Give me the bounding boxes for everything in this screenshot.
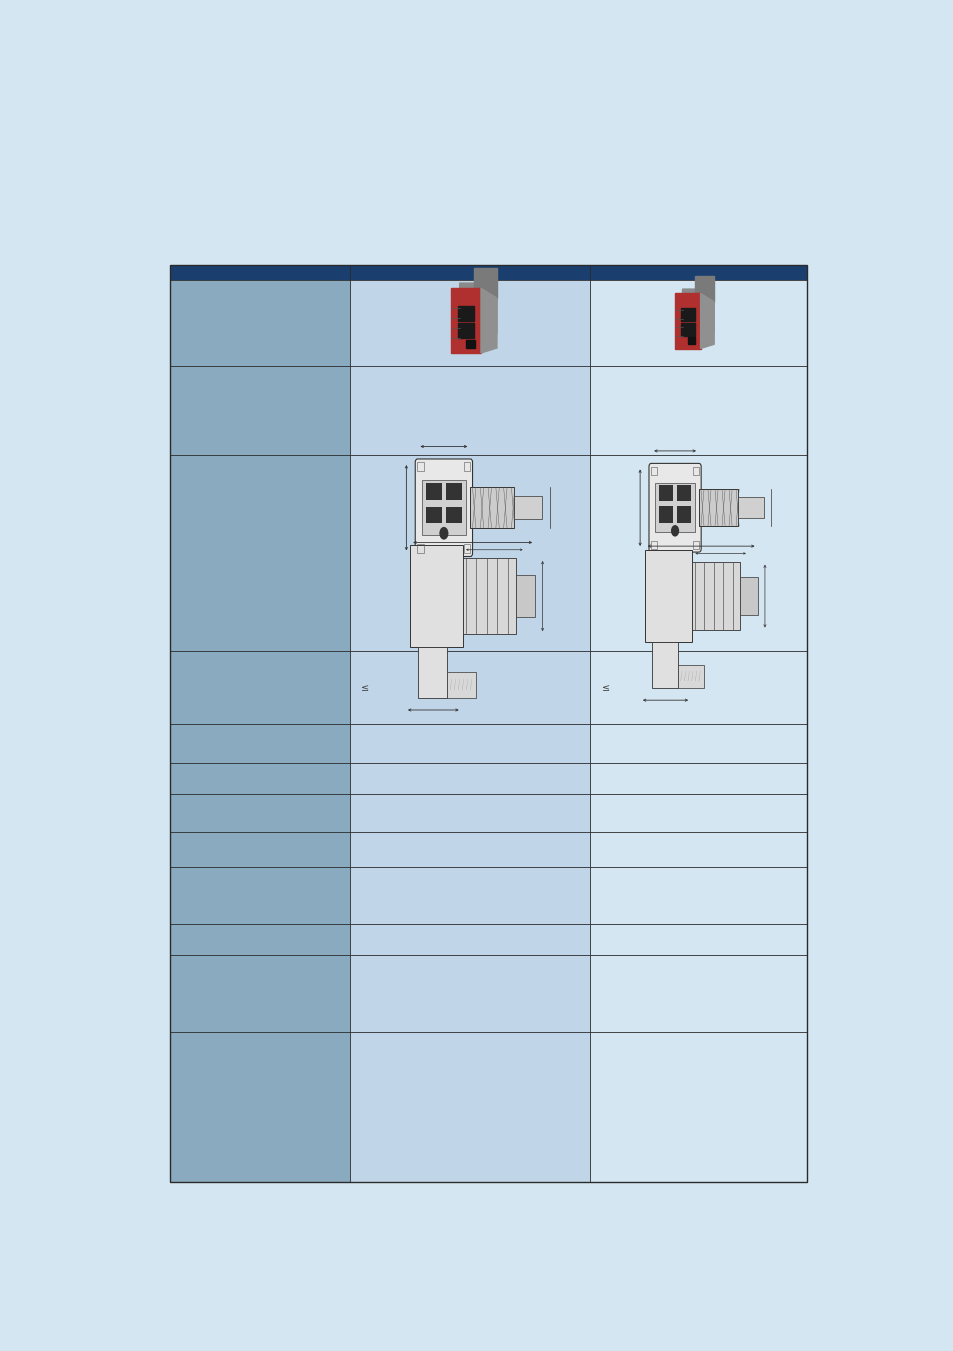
Bar [350,366,590,455]
Bar [651,642,678,688]
Bar [677,507,690,523]
Bar [350,724,590,763]
Polygon shape [694,277,714,301]
Bar [590,924,806,955]
Bar [590,280,806,366]
Bar [590,793,806,832]
Bar [171,1032,350,1182]
Bar [171,763,350,793]
Bar [350,1032,590,1182]
Bar [171,832,350,867]
Bar [350,793,590,832]
Bar [651,540,657,549]
Bar [692,562,740,631]
Bar [171,867,350,924]
Polygon shape [466,340,474,349]
Bar [171,455,350,651]
Bar [659,485,673,501]
Bar [740,577,757,615]
Bar [590,867,806,924]
Circle shape [670,526,679,536]
Bar [655,484,695,532]
Bar [426,507,441,523]
Bar [462,558,516,634]
Polygon shape [461,289,493,345]
Bar [699,489,738,527]
Bar [447,673,476,697]
Bar [350,867,590,924]
Polygon shape [680,308,694,322]
Polygon shape [700,293,714,349]
Bar [171,924,350,955]
Bar [693,540,699,549]
Bar [410,546,462,647]
Bar [350,924,590,955]
Polygon shape [681,289,714,345]
Bar [590,651,806,724]
Bar [678,665,703,688]
Bar [421,481,466,535]
Bar [171,724,350,763]
Bar [171,651,350,724]
Bar [463,544,470,554]
FancyBboxPatch shape [648,463,700,553]
Bar [350,832,590,867]
Bar [644,550,692,642]
Bar [171,366,350,455]
Bar [426,484,441,500]
Bar [171,265,806,1182]
Bar [590,763,806,793]
Bar [516,576,535,617]
Bar [171,793,350,832]
Polygon shape [480,288,497,353]
Bar [693,466,699,474]
Bar [350,763,590,793]
Text: ≤: ≤ [361,682,369,693]
Bar [590,366,806,455]
Circle shape [439,527,448,539]
Polygon shape [457,305,474,320]
Bar [446,507,461,523]
Polygon shape [675,293,700,349]
Bar [677,485,690,501]
Bar [738,497,763,517]
Bar [417,647,447,697]
Bar [171,265,806,280]
Bar [463,462,470,471]
FancyBboxPatch shape [415,459,472,557]
Polygon shape [457,323,474,338]
Bar [350,651,590,724]
Polygon shape [474,267,497,299]
Text: ≤: ≤ [601,682,609,693]
Bar [350,955,590,1032]
Polygon shape [459,284,497,349]
Bar [171,280,350,366]
Bar [350,280,590,366]
Bar [659,507,673,523]
Bar [470,488,513,528]
Polygon shape [687,338,695,345]
Bar [590,1032,806,1182]
Bar [590,724,806,763]
Polygon shape [451,288,480,353]
Polygon shape [683,295,710,340]
Bar [590,955,806,1032]
Polygon shape [680,323,694,336]
Bar [590,455,806,651]
Bar [651,466,657,474]
Bar [590,832,806,867]
Bar [417,544,423,554]
Bar [171,955,350,1032]
Bar [350,455,590,651]
Bar [513,496,542,519]
Bar [446,484,461,500]
Bar [417,462,423,471]
